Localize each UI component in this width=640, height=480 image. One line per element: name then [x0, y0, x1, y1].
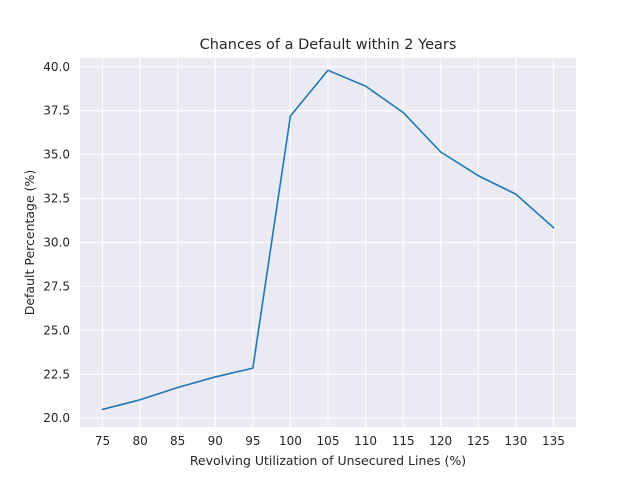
y-tick-label: 40.0: [43, 60, 70, 74]
y-tick-label: 30.0: [43, 236, 70, 250]
y-tick-label: 25.0: [43, 323, 70, 337]
y-axis-label: Default Percentage (%): [22, 170, 37, 316]
x-tick-label: 110: [354, 434, 377, 448]
y-tick-label: 32.5: [43, 192, 70, 206]
x-tick-label: 125: [467, 434, 490, 448]
x-axis-label: Revolving Utilization of Unsecured Lines…: [190, 453, 466, 468]
y-tick-label: 22.5: [43, 367, 70, 381]
y-tick-label: 35.0: [43, 148, 70, 162]
x-tick-label: 115: [392, 434, 415, 448]
y-tick-label: 27.5: [43, 279, 70, 293]
x-tick-label: 120: [429, 434, 452, 448]
x-tick-label: 105: [317, 434, 340, 448]
x-tick-label: 90: [208, 434, 223, 448]
x-tick-label: 75: [95, 434, 110, 448]
chart-title: Chances of a Default within 2 Years: [200, 37, 457, 53]
y-tick-label: 20.0: [43, 411, 70, 425]
x-tick-label: 95: [245, 434, 260, 448]
x-tick-label: 100: [279, 434, 302, 448]
x-tick-label: 80: [132, 434, 147, 448]
grid-lines: [80, 58, 576, 427]
series-layer: [101, 69, 555, 411]
x-tick-label: 130: [504, 434, 527, 448]
x-tick-label: 135: [542, 434, 565, 448]
y-tick-labels: 20.0 22.5 25.0 27.5 30.0 32.5 35.0 37.5 40.0: [43, 60, 70, 425]
x-tick-label: 85: [170, 434, 185, 448]
y-tick-label: 37.5: [43, 104, 70, 118]
x-tick-labels: 75 80 85 90 95 100 105 110 115 120 125 130 135: [95, 434, 565, 448]
